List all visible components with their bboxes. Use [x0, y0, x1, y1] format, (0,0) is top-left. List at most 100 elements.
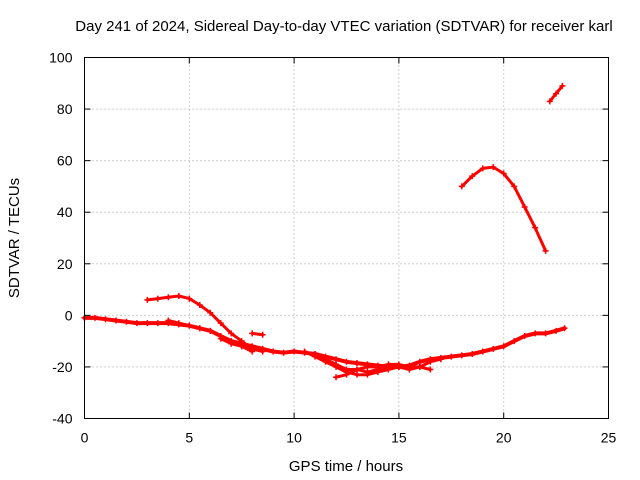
x-tick-label: 25	[601, 430, 617, 446]
data-point	[228, 340, 235, 347]
x-tick-label: 20	[496, 430, 512, 446]
data-point	[353, 360, 360, 367]
data-point	[364, 363, 371, 370]
series-arc-morning-short	[219, 337, 254, 353]
data-point	[532, 224, 539, 231]
ticks: 0 5 10 15 20 25 -40 -20 0 20 40 60 80 100	[49, 50, 616, 446]
chart-title: Day 241 of 2024, Sidereal Day-to-day VTE…	[75, 18, 612, 35]
data-point	[291, 348, 298, 355]
data-point	[395, 361, 402, 368]
data-point	[102, 316, 109, 323]
data-point	[238, 338, 245, 345]
data-point	[165, 317, 172, 324]
data-point	[364, 369, 371, 376]
data-point	[228, 330, 235, 337]
series-group	[81, 82, 568, 381]
data-point	[333, 361, 340, 368]
data-point	[521, 332, 528, 339]
y-tick-label: 20	[57, 256, 73, 272]
data-point	[154, 295, 161, 302]
data-point	[479, 165, 486, 172]
data-point	[186, 322, 193, 329]
data-point	[249, 330, 256, 337]
data-point	[374, 363, 381, 370]
y-tick-label: -20	[52, 359, 72, 375]
data-point	[207, 327, 214, 334]
series-arc-morning-descent	[166, 319, 265, 353]
data-point	[500, 343, 507, 350]
data-point	[333, 356, 340, 363]
data-point	[123, 318, 130, 325]
data-point	[259, 348, 266, 355]
series-arc-crossing	[334, 362, 432, 379]
x-tick-label: 0	[81, 430, 89, 446]
data-point	[343, 358, 350, 365]
data-point	[196, 302, 203, 309]
y-tick-label: 100	[49, 50, 73, 66]
data-point	[532, 330, 539, 337]
x-tick-label: 10	[286, 430, 302, 446]
data-point	[542, 330, 549, 337]
data-point	[458, 183, 465, 190]
data-point	[490, 164, 497, 171]
y-axis-label: SDTVAR / TECUs	[6, 178, 23, 298]
data-point	[521, 204, 528, 211]
data-point	[385, 361, 392, 368]
data-point	[511, 338, 518, 345]
data-point	[217, 335, 224, 342]
data-point	[353, 371, 360, 378]
data-point	[217, 320, 224, 327]
data-point	[238, 343, 245, 350]
y-tick-label: 40	[57, 204, 73, 220]
data-point	[343, 371, 350, 378]
data-point	[175, 293, 182, 300]
data-point	[154, 320, 161, 327]
y-tick-label: 80	[57, 101, 73, 117]
y-tick-label: -40	[52, 411, 72, 427]
data-point	[112, 317, 119, 324]
data-point	[469, 351, 476, 358]
data-point	[353, 366, 360, 373]
data-point	[259, 331, 266, 338]
data-point	[559, 82, 566, 89]
data-point	[427, 366, 434, 373]
y-tick-label: 60	[57, 153, 73, 169]
data-point	[343, 366, 350, 373]
data-point	[427, 358, 434, 365]
data-point	[280, 349, 287, 356]
data-point	[249, 348, 256, 355]
data-point	[490, 345, 497, 352]
x-tick-label: 15	[391, 430, 407, 446]
data-point	[301, 348, 308, 355]
data-point	[144, 296, 151, 303]
data-point	[175, 320, 182, 327]
data-point	[416, 358, 423, 365]
x-tick-label: 5	[185, 430, 193, 446]
plot-frame	[84, 57, 609, 419]
data-point	[546, 98, 553, 105]
data-point	[186, 295, 193, 302]
data-point	[165, 294, 172, 301]
data-point	[561, 325, 568, 332]
data-point	[553, 327, 560, 334]
data-point	[469, 173, 476, 180]
data-point	[406, 363, 413, 370]
x-axis-label: GPS time / hours	[289, 458, 403, 475]
data-point	[458, 352, 465, 359]
data-point	[91, 314, 98, 321]
data-point	[500, 170, 507, 177]
data-point	[416, 363, 423, 370]
data-point	[542, 247, 549, 254]
grid	[84, 57, 609, 419]
data-point	[553, 90, 560, 97]
y-tick-label: 0	[65, 307, 73, 323]
data-point	[322, 356, 329, 363]
data-point	[511, 183, 518, 190]
data-point	[270, 348, 277, 355]
data-point	[144, 320, 151, 327]
data-point	[333, 374, 340, 381]
data-point	[437, 356, 444, 363]
data-point	[479, 348, 486, 355]
data-point	[207, 309, 214, 316]
